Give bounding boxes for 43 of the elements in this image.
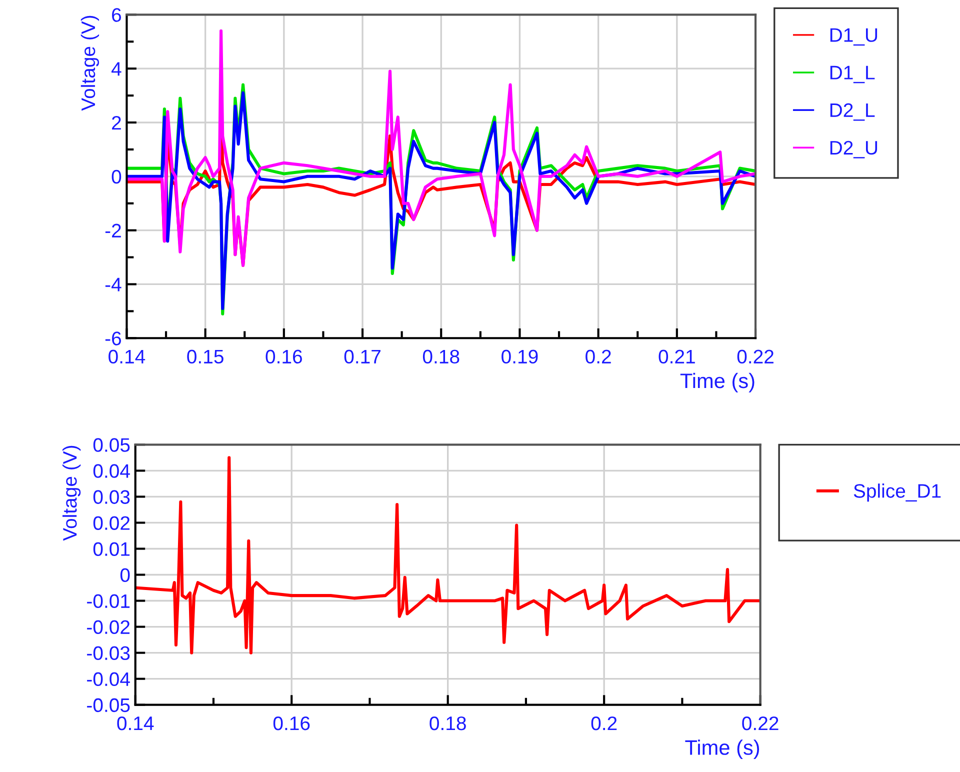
line-series [135, 456, 760, 654]
y-tick-label: 0.05 [93, 438, 130, 452]
y-tick-label: 6 [112, 8, 122, 22]
x-axis-title: Time (s) [685, 740, 760, 760]
legend-label: D1_U [830, 28, 878, 46]
x-axis-title: Time (s) [680, 372, 754, 392]
x-tick-label: 0.18 [430, 716, 466, 730]
y-tick-label: 0.01 [93, 542, 130, 556]
y-tick-label: -0.02 [87, 620, 130, 634]
y-tick-label: 0 [112, 170, 122, 184]
line-series [126, 29, 756, 267]
x-tick-label: 0.2 [591, 716, 617, 730]
legend-label: D2_U [830, 140, 878, 158]
x-tick-label: 0.17 [344, 350, 380, 364]
x-tick-label: 0.19 [502, 350, 538, 364]
y-tick-label: 0.02 [93, 516, 130, 530]
y-tick-label: 0.04 [93, 464, 130, 478]
y-tick-label: -0.01 [87, 594, 130, 608]
y-tick-label: -0.03 [87, 646, 130, 660]
y-axis-title: Voltage (V) [80, 16, 100, 111]
x-tick-label: 0.21 [658, 350, 695, 364]
x-tick-label: 0.2 [586, 350, 611, 364]
y-tick-label: -6 [105, 332, 122, 346]
y-tick-label: 0.03 [93, 490, 130, 504]
x-tick-label: 0.18 [422, 350, 460, 364]
legend-label: D2_L [830, 103, 875, 121]
y-tick-label: -2 [105, 224, 121, 238]
x-tick-label: 0.22 [742, 716, 778, 730]
y-tick-label: -4 [105, 278, 122, 292]
y-tick-label: -0.04 [87, 672, 130, 686]
y-tick-label: 2 [112, 116, 121, 130]
legend-label: Splice_D1 [854, 484, 941, 502]
legend-label: D1_L [830, 66, 875, 84]
x-tick-label: 0.14 [117, 716, 154, 730]
y-tick-label: 0 [120, 568, 130, 582]
y-axis-title: Voltage (V) [62, 446, 81, 541]
x-tick-label: 0.16 [266, 350, 302, 364]
x-tick-label: 0.14 [108, 350, 146, 364]
y-tick-label: -0.05 [87, 698, 130, 712]
x-tick-label: 0.22 [737, 350, 774, 364]
x-tick-label: 0.15 [187, 350, 224, 364]
y-tick-label: 4 [111, 62, 122, 76]
x-tick-label: 0.16 [273, 716, 310, 730]
